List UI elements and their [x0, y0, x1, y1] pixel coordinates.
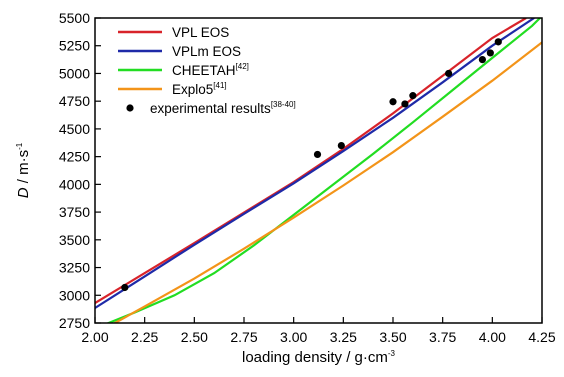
legend-vplm-eos-label: VPLm EOS — [172, 44, 241, 59]
data-point — [445, 69, 453, 78]
data-point — [478, 55, 486, 64]
y-tick-label: 3750 — [59, 204, 90, 220]
y-axis-title: D / m·s-1 — [15, 142, 32, 198]
x-tick-label: 3.50 — [379, 329, 406, 345]
x-tick-label: 4.00 — [479, 329, 506, 345]
x-tick-label: 3.00 — [280, 329, 307, 345]
x-tick-label: 2.50 — [181, 329, 208, 345]
legend-cheetah-label: CHEETAH[42] — [172, 62, 249, 78]
y-tick-label: 4250 — [59, 149, 90, 165]
data-point — [121, 283, 129, 292]
series-line-cheetah — [105, 18, 541, 323]
x-tick-label: 3.25 — [330, 329, 357, 345]
data-point — [494, 38, 502, 46]
series-line-explo5 — [112, 41, 542, 323]
data-point — [337, 141, 345, 150]
y-tick-label: 3250 — [59, 260, 90, 276]
legend-explo5-label: Explo5[41] — [172, 81, 227, 97]
legend-experimental-results-marker — [126, 104, 134, 112]
y-tick-label: 3500 — [59, 232, 90, 248]
x-tick-label: 4.25 — [528, 329, 555, 345]
series-line-vplm-eos — [95, 18, 535, 309]
y-tick-label: 2750 — [59, 315, 90, 331]
x-tick-label: 3.75 — [429, 329, 456, 345]
y-tick-label: 5000 — [59, 65, 90, 81]
y-tick-label: 3000 — [59, 287, 90, 303]
data-point — [409, 92, 417, 100]
y-tick-label: 4750 — [59, 93, 90, 109]
x-axis-title: loading density / g·cm-3 — [242, 349, 396, 366]
data-point — [313, 150, 322, 159]
legend: VPL EOS VPLm EOS CHEETAH[42] Explo5[41] expe… — [118, 25, 296, 116]
series-lines — [95, 18, 542, 323]
legend-experimental-results-label: experimental results[38-40] — [150, 100, 296, 116]
y-tick-label: 4500 — [59, 121, 90, 137]
y-tick-label: 4000 — [59, 176, 90, 192]
plot-frame — [94, 17, 543, 324]
x-tick-label: 2.25 — [131, 329, 158, 345]
x-tick-label: 2.75 — [230, 329, 257, 345]
x-tick-label: 2.00 — [81, 329, 108, 345]
experimental-points — [121, 38, 502, 292]
series-line-vpl-eos — [95, 18, 527, 304]
y-tick-label: 5250 — [59, 38, 90, 54]
legend-vpl-eos-label: VPL EOS — [172, 25, 229, 40]
data-point — [401, 100, 409, 108]
data-point — [389, 98, 397, 106]
y-tick-label: 5500 — [59, 10, 90, 26]
data-point — [486, 49, 494, 57]
axis-ticks: 2.00 2.25 2.50 2.75 3.00 3.25 3.50 3.75 4.00 4.25… — [59, 10, 556, 345]
